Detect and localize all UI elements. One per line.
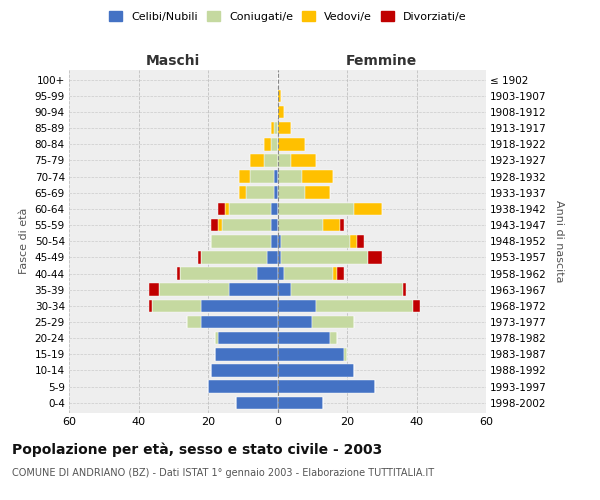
Bar	[274, 122, 277, 134]
Bar	[271, 202, 277, 215]
Legend: Celibi/Nubili, Coniugati/e, Vedovi/e, Divorziati/e: Celibi/Nubili, Coniugati/e, Vedovi/e, Di…	[105, 6, 471, 26]
Bar	[229, 202, 271, 215]
Bar	[312, 316, 354, 328]
Bar	[250, 154, 263, 167]
Bar	[215, 332, 218, 344]
Bar	[271, 235, 277, 248]
Bar	[277, 106, 284, 118]
Bar	[208, 380, 277, 393]
Bar	[236, 396, 277, 409]
Bar	[358, 235, 364, 248]
Y-axis label: Anni di nascita: Anni di nascita	[554, 200, 564, 282]
Text: COMUNE DI ANDRIANO (BZ) - Dati ISTAT 1° gennaio 2003 - Elaborazione TUTTITALIA.I: COMUNE DI ANDRIANO (BZ) - Dati ISTAT 1° …	[12, 468, 434, 477]
Bar	[277, 364, 354, 377]
Bar	[160, 284, 229, 296]
Bar	[277, 235, 281, 248]
Bar	[368, 251, 382, 264]
Bar	[277, 396, 323, 409]
Bar	[337, 268, 344, 280]
Bar	[257, 268, 277, 280]
Bar	[271, 219, 277, 232]
Bar	[277, 219, 323, 232]
Bar	[413, 300, 420, 312]
Bar	[281, 251, 368, 264]
Bar	[239, 186, 246, 199]
Bar	[277, 202, 354, 215]
Bar	[201, 251, 267, 264]
Bar	[277, 348, 344, 360]
Bar	[277, 170, 302, 183]
Bar	[277, 300, 316, 312]
Bar	[211, 219, 218, 232]
Bar	[274, 186, 277, 199]
Bar	[277, 90, 281, 102]
Bar	[277, 332, 329, 344]
Bar	[229, 284, 277, 296]
Text: Maschi: Maschi	[146, 54, 200, 68]
Bar	[340, 219, 344, 232]
Bar	[316, 300, 413, 312]
Bar	[218, 202, 226, 215]
Bar	[197, 251, 201, 264]
Bar	[277, 154, 292, 167]
Bar	[277, 316, 312, 328]
Bar	[292, 154, 316, 167]
Bar	[177, 268, 180, 280]
Bar	[284, 268, 333, 280]
Bar	[292, 284, 403, 296]
Bar	[277, 186, 305, 199]
Bar	[211, 364, 277, 377]
Bar	[149, 284, 160, 296]
Bar	[180, 268, 257, 280]
Text: Popolazione per età, sesso e stato civile - 2003: Popolazione per età, sesso e stato civil…	[12, 442, 382, 457]
Bar	[246, 186, 274, 199]
Y-axis label: Fasce di età: Fasce di età	[19, 208, 29, 274]
Bar	[277, 251, 281, 264]
Bar	[211, 235, 271, 248]
Bar	[218, 332, 277, 344]
Bar	[263, 138, 271, 150]
Bar	[302, 170, 333, 183]
Bar	[277, 380, 375, 393]
Bar	[277, 268, 284, 280]
Text: Femmine: Femmine	[346, 54, 418, 68]
Bar	[281, 235, 350, 248]
Bar	[271, 138, 277, 150]
Bar	[277, 122, 292, 134]
Bar	[149, 300, 152, 312]
Bar	[263, 154, 277, 167]
Bar	[218, 219, 222, 232]
Bar	[226, 202, 229, 215]
Bar	[222, 219, 271, 232]
Bar	[333, 268, 337, 280]
Bar	[201, 316, 277, 328]
Bar	[239, 170, 250, 183]
Bar	[277, 138, 305, 150]
Bar	[329, 332, 337, 344]
Bar	[344, 348, 347, 360]
Bar	[215, 348, 277, 360]
Bar	[305, 186, 329, 199]
Bar	[350, 235, 358, 248]
Bar	[250, 170, 274, 183]
Bar	[187, 316, 201, 328]
Bar	[271, 122, 274, 134]
Bar	[274, 170, 277, 183]
Bar	[152, 300, 201, 312]
Bar	[323, 219, 340, 232]
Bar	[354, 202, 382, 215]
Bar	[267, 251, 277, 264]
Bar	[201, 300, 277, 312]
Bar	[403, 284, 406, 296]
Bar	[277, 284, 292, 296]
